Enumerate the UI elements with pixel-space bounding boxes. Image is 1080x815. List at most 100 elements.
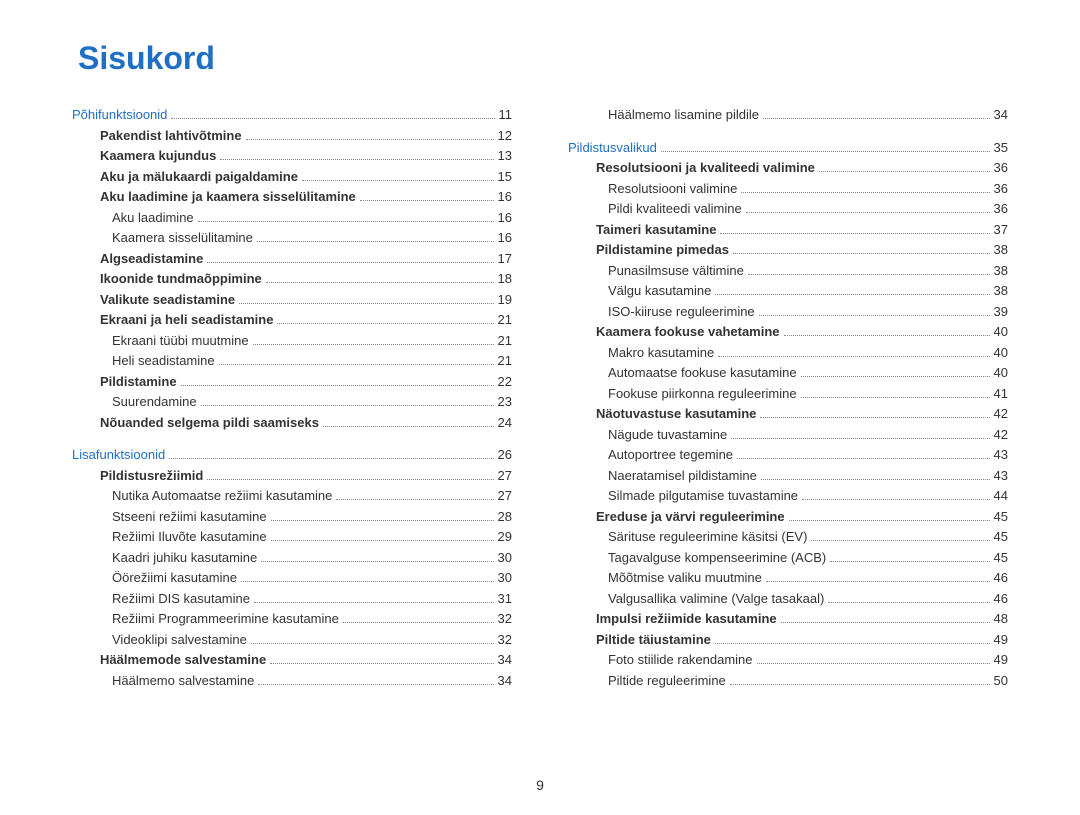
toc-leader-dots [760,417,989,418]
toc-entry[interactable]: Särituse reguleerimine käsitsi (EV) 45 [568,527,1008,548]
toc-entry-label: Öörežiimi kasutamine [112,568,237,589]
toc-entry[interactable]: Tagavalguse kompenseerimine (ACB) 45 [568,548,1008,569]
toc-entry[interactable]: ISO-kiiruse reguleerimine 39 [568,302,1008,323]
toc-entry[interactable]: Ereduse ja värvi reguleerimine 45 [568,507,1008,528]
toc-entry-label: Piltide täiustamine [596,630,711,651]
toc-leader-dots [737,458,990,459]
toc-entry[interactable]: Põhifunktsioonid 11 [72,105,512,126]
toc-entry[interactable]: Lisafunktsioonid 26 [72,445,512,466]
toc-entry-label: Kaamera kujundus [100,146,216,167]
toc-entry[interactable]: Öörežiimi kasutamine 30 [72,568,512,589]
toc-entry-page: 31 [498,589,512,610]
toc-entry[interactable]: Valikute seadistamine 19 [72,290,512,311]
toc-entry[interactable]: Heli seadistamine 21 [72,351,512,372]
toc-entry-label: Videoklipi salvestamine [112,630,247,651]
toc-entry-page: 48 [994,609,1008,630]
toc-right-column: Häälmemo lisamine pildile 34 Pildistusval… [568,105,1008,691]
toc-entry[interactable]: Punasilmsuse vältimine 38 [568,261,1008,282]
toc-entry[interactable]: Pildistamine 22 [72,372,512,393]
toc-entry-page: 37 [994,220,1008,241]
toc-leader-dots [819,171,990,172]
toc-entry[interactable]: Mõõtmise valiku muutmine 46 [568,568,1008,589]
toc-entry-label: Valikute seadistamine [100,290,235,311]
toc-entry[interactable]: Impulsi režiimide kasutamine 48 [568,609,1008,630]
toc-entry[interactable]: Kaamera fookuse vahetamine 40 [568,322,1008,343]
toc-entry-page: 35 [994,138,1008,159]
toc-entry[interactable]: Pildi kvaliteedi valimine 36 [568,199,1008,220]
toc-entry-label: Punasilmsuse vältimine [608,261,744,282]
toc-entry[interactable]: Resolutsiooni valimine 36 [568,179,1008,200]
toc-leader-dots [181,385,494,386]
toc-entry[interactable]: Stseeni režiimi kasutamine 28 [72,507,512,528]
toc-entry[interactable]: Algseadistamine 17 [72,249,512,270]
toc-entry-label: Resolutsiooni ja kvaliteedi valimine [596,158,815,179]
toc-entry[interactable]: Ekraani ja heli seadistamine 21 [72,310,512,331]
toc-entry-page: 15 [498,167,512,188]
toc-entry[interactable]: Režiimi Iluvõte kasutamine 29 [72,527,512,548]
toc-entry[interactable]: Häälmemo lisamine pildile 34 [568,105,1008,126]
toc-entry[interactable]: Kaadri juhiku kasutamine 30 [72,548,512,569]
toc-entry-label: Foto stiilide rakendamine [608,650,753,671]
toc-entry[interactable]: Aku ja mälukaardi paigaldamine 15 [72,167,512,188]
toc-leader-dots [828,602,989,603]
toc-entry[interactable]: Häälmemode salvestamine 34 [72,650,512,671]
toc-entry[interactable]: Nägude tuvastamine 42 [568,425,1008,446]
toc-entry[interactable]: Aku laadimine ja kaamera sisselülitamine… [72,187,512,208]
toc-entry-page: 12 [498,126,512,147]
toc-entry[interactable]: Makro kasutamine 40 [568,343,1008,364]
toc-entry[interactable]: Autoportree tegemine 43 [568,445,1008,466]
toc-leader-dots [277,323,493,324]
toc-entry-label: Mõõtmise valiku muutmine [608,568,762,589]
toc-entry[interactable]: Aku laadimine 16 [72,208,512,229]
toc-entry-label: Makro kasutamine [608,343,714,364]
toc-entry[interactable]: Videoklipi salvestamine 32 [72,630,512,651]
toc-leader-dots [811,540,989,541]
toc-leader-dots [207,479,493,480]
toc-entry-page: 43 [994,466,1008,487]
toc-leader-dots [198,221,494,222]
toc-leader-dots [789,520,990,521]
toc-entry[interactable]: Fookuse piirkonna reguleerimine 41 [568,384,1008,405]
toc-entry[interactable]: Pildistamine pimedas 38 [568,240,1008,261]
toc-leader-dots [661,151,990,152]
toc-entry-label: Režiimi DIS kasutamine [112,589,250,610]
toc-entry-page: 42 [994,425,1008,446]
toc-leader-dots [731,438,989,439]
toc-entry[interactable]: Naeratamisel pildistamine 43 [568,466,1008,487]
toc-entry-label: Automaatse fookuse kasutamine [608,363,797,384]
toc-entry[interactable]: Silmade pilgutamise tuvastamine 44 [568,486,1008,507]
toc-leader-dots [718,356,989,357]
toc-entry-page: 43 [994,445,1008,466]
toc-entry-page: 27 [498,466,512,487]
toc-entry[interactable]: Häälmemo salvestamine 34 [72,671,512,692]
toc-entry[interactable]: Nõuanded selgema pildi saamiseks 24 [72,413,512,434]
toc-entry[interactable]: Foto stiilide rakendamine 49 [568,650,1008,671]
toc-entry[interactable]: Näotuvastuse kasutamine 42 [568,404,1008,425]
toc-entry[interactable]: Pakendist lahtivõtmine 12 [72,126,512,147]
toc-entry[interactable]: Valgusallika valimine (Valge tasakaal) 4… [568,589,1008,610]
toc-entry-label: Naeratamisel pildistamine [608,466,757,487]
toc-entry-label: Resolutsiooni valimine [608,179,737,200]
toc-entry[interactable]: Ekraani tüübi muutmine 21 [72,331,512,352]
toc-entry[interactable]: Ikoonide tundmaõppimine 18 [72,269,512,290]
toc-entry[interactable]: Kaamera kujundus 13 [72,146,512,167]
toc-entry-page: 30 [498,548,512,569]
toc-entry[interactable]: Režiimi DIS kasutamine 31 [72,589,512,610]
toc-entry[interactable]: Pildistusvalikud 35 [568,138,1008,159]
toc-entry[interactable]: Resolutsiooni ja kvaliteedi valimine 36 [568,158,1008,179]
toc-entry-page: 49 [994,650,1008,671]
toc-entry[interactable]: Välgu kasutamine 38 [568,281,1008,302]
toc-entry[interactable]: Nutika Automaatse režiimi kasutamine 27 [72,486,512,507]
toc-leader-dots [169,458,493,459]
toc-entry[interactable]: Taimeri kasutamine 37 [568,220,1008,241]
toc-entry[interactable]: Režiimi Programmeerimine kasutamine 32 [72,609,512,630]
toc-left-column: Põhifunktsioonid 11Pakendist lahtivõtmin… [72,105,512,691]
toc-entry-page: 41 [994,384,1008,405]
toc-entry[interactable]: Piltide reguleerimine 50 [568,671,1008,692]
toc-entry[interactable]: Suurendamine 23 [72,392,512,413]
toc-leader-dots [720,233,989,234]
toc-entry[interactable]: Automaatse fookuse kasutamine 40 [568,363,1008,384]
toc-entry[interactable]: Kaamera sisselülitamine 16 [72,228,512,249]
toc-entry[interactable]: Piltide täiustamine 49 [568,630,1008,651]
toc-entry[interactable]: Pildistusrežiimid 27 [72,466,512,487]
